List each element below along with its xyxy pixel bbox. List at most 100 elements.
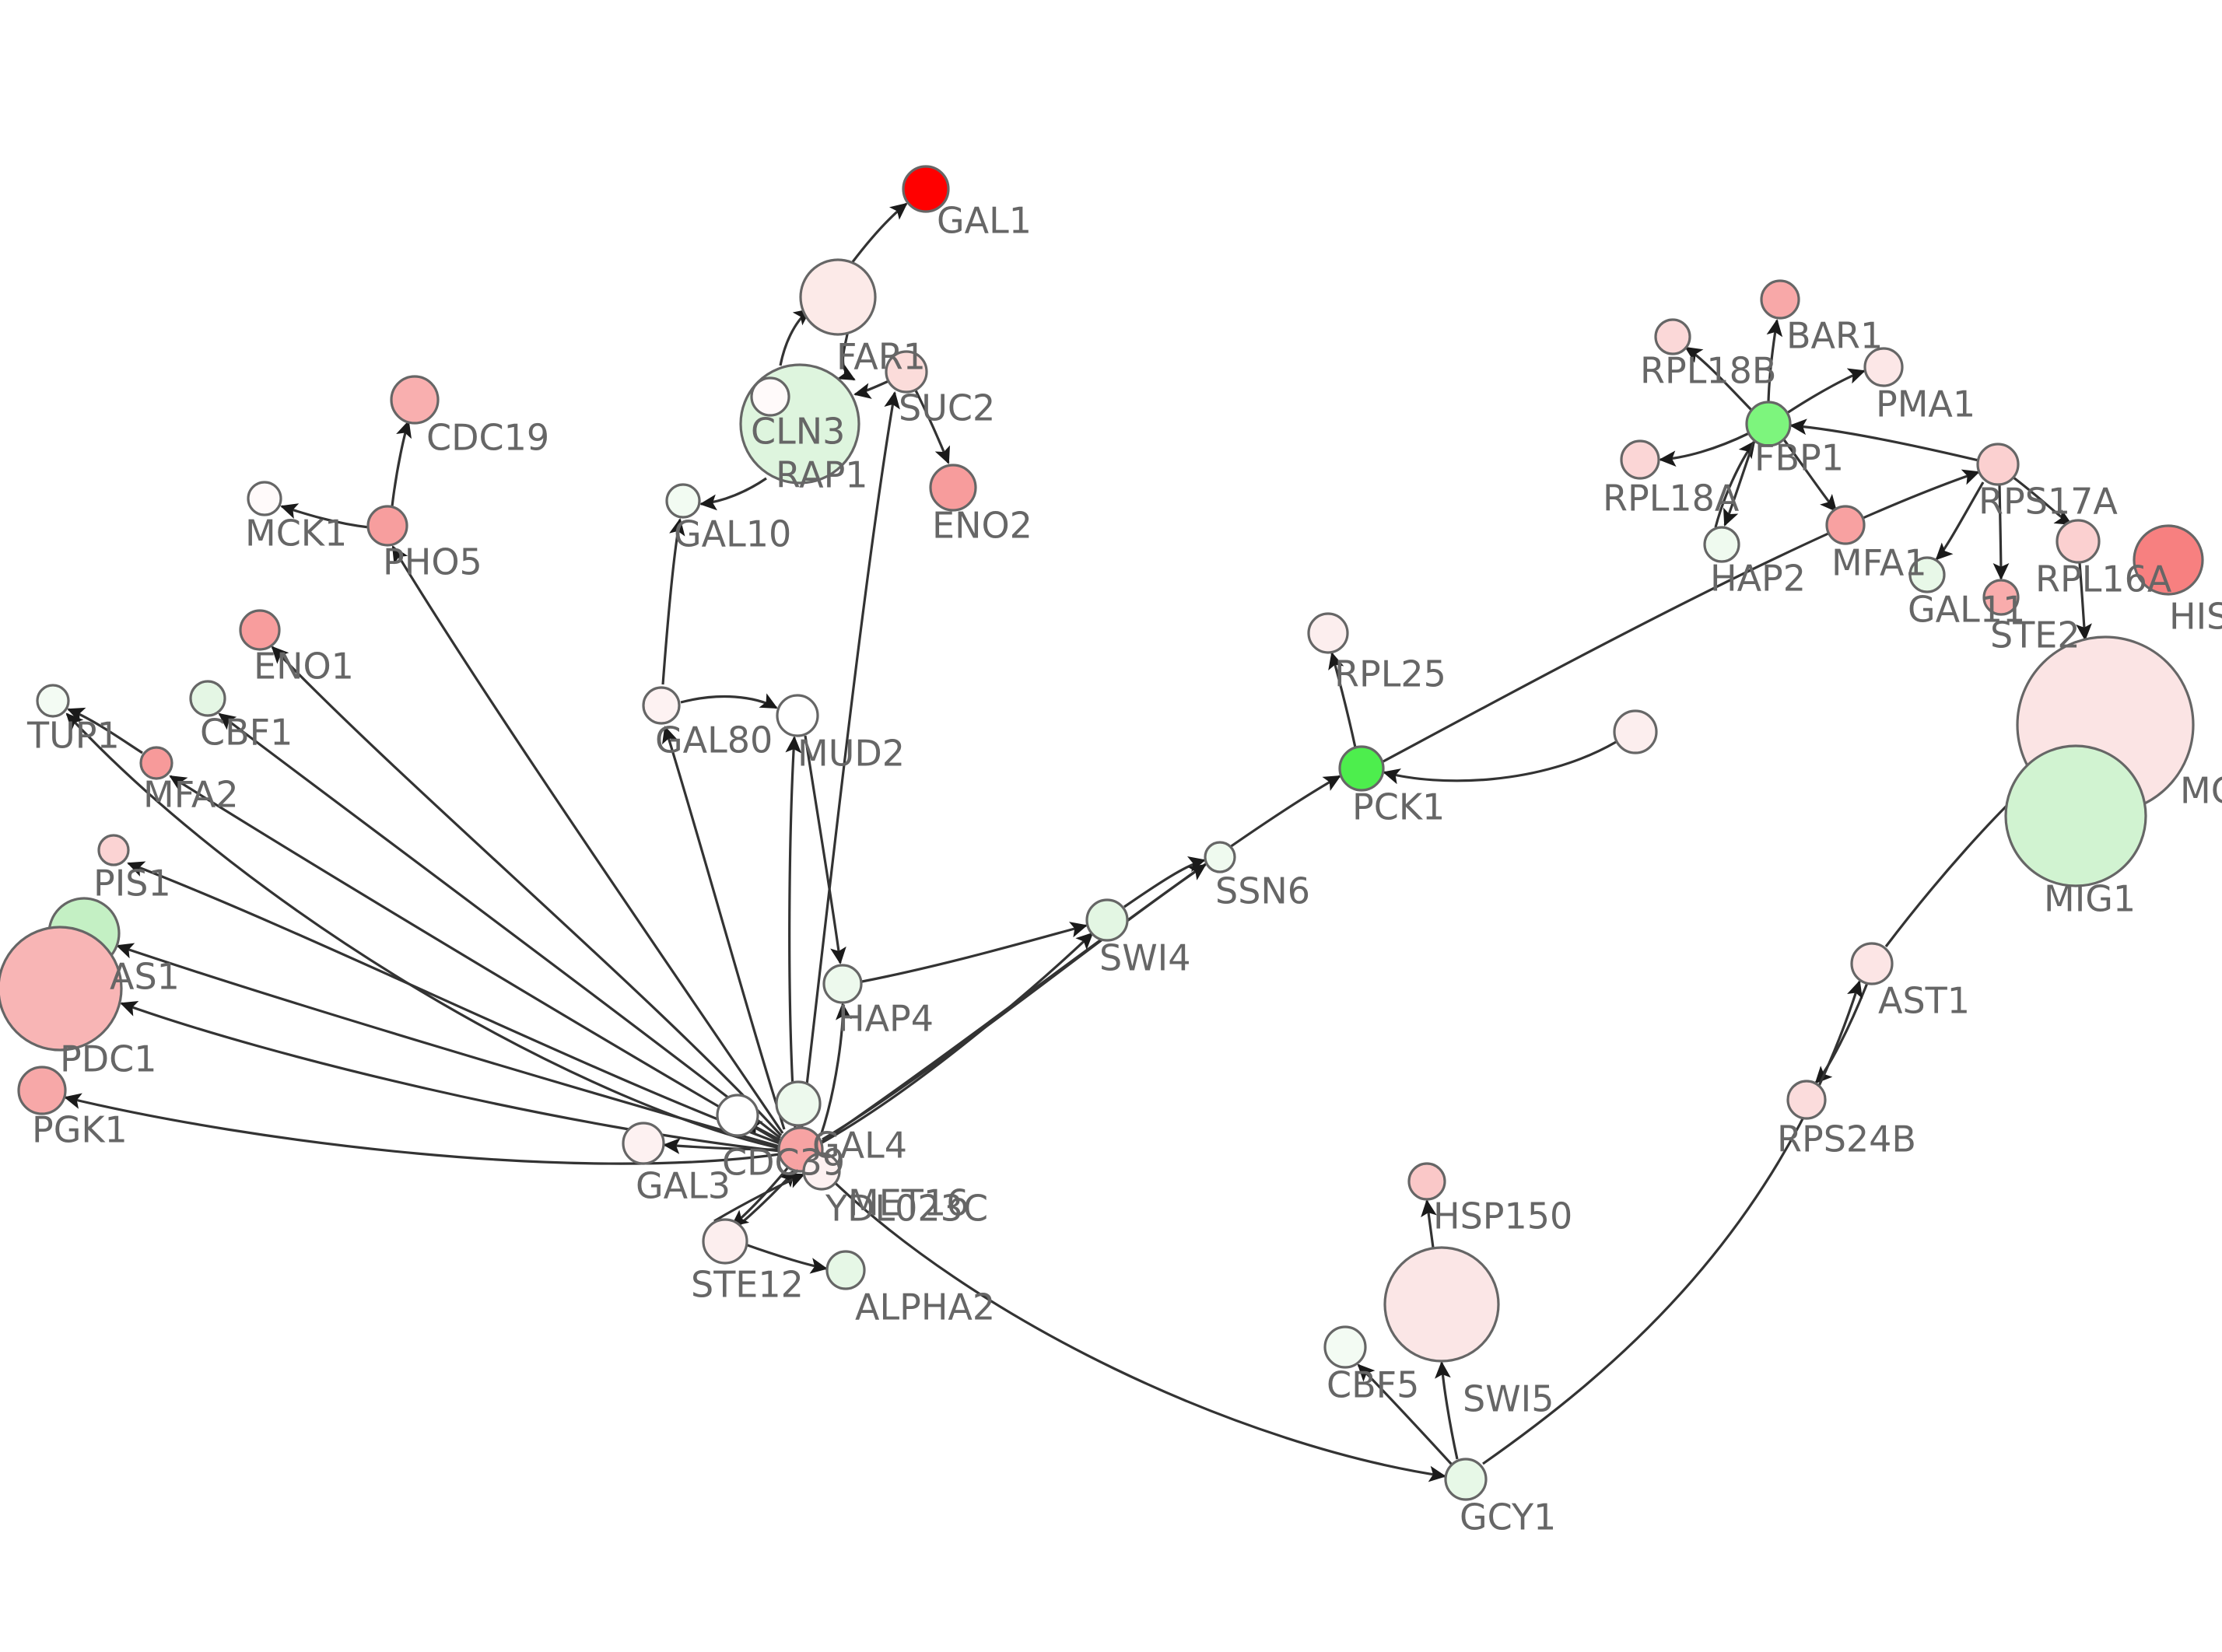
edge-STE12-to-ALPHA2 [745, 1243, 828, 1274]
node-label-tup1: TUP1 [26, 714, 120, 756]
edge-PHO5-to-MCK1 [280, 503, 370, 529]
node-label-rpl25: RPL25 [1334, 653, 1446, 695]
node-pma1[interactable] [1863, 347, 1904, 387]
node-rpl16a[interactable] [2056, 519, 2101, 564]
node-cdc39[interactable] [716, 1094, 759, 1137]
node-gal11[interactable] [1908, 556, 1946, 593]
node-mud2[interactable] [776, 694, 819, 737]
node-label-cdc19: CDC19 [426, 416, 549, 458]
node-mfa1[interactable] [1825, 505, 1866, 545]
edge-FBP1-to-RPL18A [1659, 432, 1750, 467]
node-tup1[interactable] [36, 684, 70, 718]
node-label-ste12: STE12 [691, 1263, 804, 1305]
node-fbp1[interactable] [1745, 401, 1792, 447]
node-gal3[interactable] [622, 1122, 665, 1165]
node-label-hsp150: HSP150 [1433, 1195, 1572, 1237]
node-label-ast1: AST1 [1878, 979, 1970, 1021]
node-alpha2[interactable] [825, 1250, 866, 1290]
edge-SWI4-to-SSN6 [1123, 856, 1206, 908]
edge-GAL80-to-GAL10 [661, 518, 685, 685]
node-met16[interactable] [775, 1080, 822, 1127]
edge-GAL4-to-MFA2 [169, 775, 780, 1143]
node-gcy1[interactable] [1444, 1458, 1488, 1501]
node-label-gcy1: GCY1 [1460, 1496, 1556, 1538]
node-pgk1[interactable] [17, 1066, 67, 1115]
node-label-gal11: GAL11 [1908, 588, 2025, 630]
edge-GAL4-to-ENO1 [271, 646, 783, 1137]
node-pdc1[interactable] [0, 926, 123, 1052]
node-label-cln3: CLN3 [751, 410, 845, 452]
node-hsp150[interactable] [1407, 1162, 1446, 1201]
node-label-alpha2: ALPHA2 [855, 1286, 995, 1328]
node-unk1[interactable] [1613, 709, 1658, 754]
edge-GAL80-to-MUD2 [680, 693, 778, 709]
node-label-gal80: GAL80 [655, 719, 773, 761]
node-mck1[interactable] [247, 481, 282, 516]
node-label-mfa2: MFA2 [143, 773, 239, 815]
node-gal10[interactable] [665, 483, 701, 519]
node-rps24b[interactable] [1786, 1080, 1827, 1120]
node-cbf5[interactable] [1323, 1325, 1367, 1369]
node-rpl18a[interactable] [1620, 439, 1660, 480]
node-pck1[interactable] [1338, 745, 1385, 792]
node-label-ste2: STE2 [1990, 614, 2080, 656]
node-label-gal3: GAL3 [636, 1164, 731, 1206]
edge-GAL4-to-YDL023C [713, 1173, 805, 1223]
edge-SWI5-to-HSP150 [1421, 1199, 1437, 1248]
node-label-his4: HIS4 [2169, 595, 2222, 637]
node-label-rps17a: RPS17A [1978, 480, 2118, 522]
node-pis1[interactable] [97, 834, 130, 866]
edge-GAL4-to-CBF1 [218, 712, 781, 1139]
edge-GAL4-to-SSN6 [822, 863, 1207, 1141]
node-label-gal10: GAL10 [674, 513, 791, 555]
node-gal1[interactable] [902, 165, 950, 213]
edge-RPS17A-to-STE2 [1992, 485, 2010, 580]
node-bar1[interactable] [1760, 279, 1800, 320]
edge-RPS17A-to-FBP1 [1789, 418, 1979, 462]
node-label-rap1: RAP1 [776, 453, 868, 495]
node-hap4[interactable] [822, 964, 863, 1004]
node-ste2[interactable] [1982, 579, 2020, 616]
node-eno2[interactable] [929, 464, 977, 512]
edge-MFA2-to-TUP1 [67, 707, 143, 754]
node-label-hap2: HAP2 [1710, 557, 1806, 599]
edge-UNK1-to-PCK1 [1383, 740, 1617, 785]
node-label-rpl16a: RPL16A [2035, 558, 2172, 600]
edge-FBP1-to-RPL18B [1684, 346, 1753, 411]
node-ast1[interactable] [1850, 942, 1894, 985]
node-label-rpl18a: RPL18A [1603, 477, 1740, 519]
edge-GAL4-to-PGK1 [64, 1093, 780, 1165]
node-rap1[interactable] [750, 376, 790, 417]
node-eno1[interactable] [239, 609, 281, 651]
node-swi4[interactable] [1085, 898, 1129, 942]
edge-MUD2-to-HAP4 [804, 735, 846, 964]
node-rpl18b[interactable] [1654, 318, 1691, 355]
node-pho5[interactable] [366, 505, 408, 547]
edge-HAP4-to-SWI4 [861, 922, 1088, 983]
node-label-swi5: SWI5 [1463, 1377, 1554, 1419]
node-gal80[interactable] [642, 686, 681, 725]
edge-HAP2-to-FBP1 [1714, 440, 1756, 528]
node-label-mfa1: MFA1 [1831, 541, 1927, 583]
node-mfa2[interactable] [139, 746, 173, 780]
node-swi5[interactable] [1383, 1246, 1500, 1363]
edge-RPL16A-to-MCM1 [2076, 562, 2092, 641]
node-ydl023c[interactable] [802, 1152, 841, 1191]
node-suc2[interactable] [885, 350, 928, 394]
node-rpl25[interactable] [1307, 612, 1349, 654]
node-label-bar1: BAR1 [1786, 314, 1883, 356]
edge-SUC2-to-ENO2 [914, 390, 951, 464]
node-cdc19[interactable] [390, 375, 440, 425]
node-ste12[interactable] [702, 1218, 748, 1265]
node-rps17a[interactable] [1976, 443, 2020, 486]
node-label-rpl18b: RPL18B [1640, 349, 1776, 391]
node-label-suc2: SUC2 [899, 387, 995, 429]
node-ssn6[interactable] [1204, 841, 1236, 873]
node-mig1[interactable] [2004, 744, 2147, 887]
node-cbf1[interactable] [189, 680, 226, 717]
node-hap2[interactable] [1703, 526, 1740, 563]
node-far1[interactable] [799, 258, 877, 336]
node-his4[interactable] [2133, 524, 2204, 596]
